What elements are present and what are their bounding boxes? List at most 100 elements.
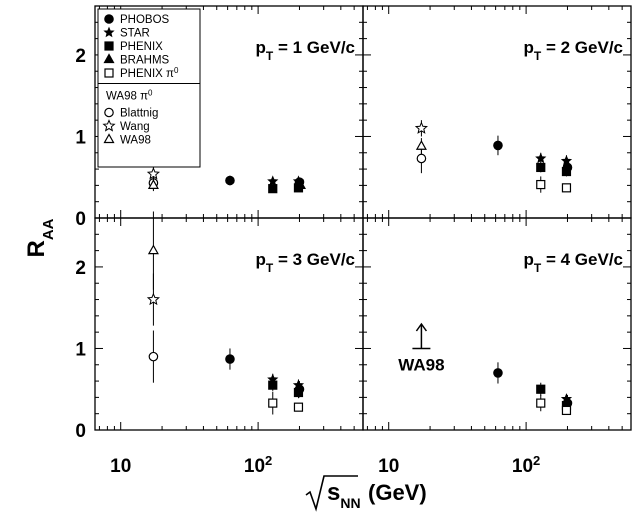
label-rest: = 3 GeV/c [273,250,355,269]
point-phenix_pi0 [268,391,278,415]
marker-brahms [294,179,306,189]
tick-base: 10 [378,456,399,477]
point-phenix_pi0 [561,405,572,416]
point-phenix_pi0 [536,176,546,193]
x-tick-label: 10 [110,456,131,477]
panel-frame [362,217,632,431]
legend-group-title: WA98 π0 [106,88,153,103]
marker-phobos [493,140,503,151]
tick-base: 10 [244,456,265,477]
marker-phenix [536,162,546,173]
xlabel-s-sub: NN [340,495,360,511]
label-rest: = 2 GeV/c [541,38,623,57]
y-tick-label: 0 [75,209,86,230]
legend-text: PHOBOS [120,14,170,26]
y-tick-label: 2 [75,46,86,67]
xlabel-units: (GeV) [368,480,427,505]
y-tick-label: 2 [75,258,86,279]
legend-sup: 0 [174,66,179,75]
legend-label-wa98: WA98 [120,135,151,147]
label-rest: = 1 GeV/c [273,38,355,57]
legend-marker-phenix_pi0 [104,68,114,78]
point-phenix_pi0 [561,183,572,193]
legend-text: WA98 π [106,91,148,103]
legend-marker-phobos [104,14,114,24]
label-main: p [524,250,534,269]
marker-phenix_pi0 [561,405,572,416]
marker-phenix [536,384,546,394]
marker-phobos [225,175,235,186]
marker-phenix_pi0 [293,402,304,412]
legend-label-phenix_pi0: PHENIX π0 [120,66,179,81]
x-tick-label: 102 [244,453,272,478]
point-wang [414,120,428,137]
marker-wa98 [147,179,159,189]
legend-label-star: STAR [120,28,150,40]
marker-star [267,175,279,187]
legend-label-phenix: PHENIX [120,41,163,53]
annotation-label: WA98 [398,355,444,374]
marker-phenix [268,380,278,390]
label-sub: T [266,49,274,63]
label-sub: T [266,261,274,275]
tick-base: 10 [512,456,533,477]
marker-phenix_pi0 [536,179,546,190]
point-phenix [536,162,546,173]
annotation-lower-limit: WA98 [398,322,445,374]
y-tick-label: 1 [75,339,86,360]
marker-phenix [268,184,278,194]
point-phenix [561,166,572,177]
marker-blattnig [148,351,159,362]
label-rest: = 4 GeV/c [541,250,623,269]
limit-arrowhead [415,322,428,332]
point-star [535,152,547,165]
legend-text: STAR [120,28,150,40]
marker-wang [146,167,160,180]
point-phobos [225,348,235,370]
marker-wa98 [415,140,427,150]
x-ticks [366,218,623,430]
marker-wang [414,121,428,134]
xlabel-s: sNN [327,479,361,511]
x-ticks [98,6,355,218]
legend-label-phobos: PHOBOS [120,14,170,26]
marker-phobos [225,354,235,364]
point-phenix [268,184,278,194]
panel-3: pT = 3 GeV/c [94,211,364,431]
panel-2: pT = 2 GeV/c [362,5,632,219]
point-star [267,175,279,187]
marker-wang [146,292,160,306]
label-main: p [524,38,534,57]
point-blattnig [148,330,159,383]
legend-sup: 0 [148,88,153,97]
x-tick-labels: 10 102 10 102 [110,453,540,478]
point-wa98 [415,138,427,155]
panel-4: pT = 4 GeV/c WA98 [362,217,632,431]
legend-marker-brahms [103,53,115,64]
label-main: p [256,250,266,269]
panel-label: pT = 3 GeV/c [256,250,355,275]
tick-exponent: 2 [265,453,272,468]
point-phobos [493,362,503,384]
legend-label-brahms: BRAHMS [120,55,170,67]
x-ticks [98,218,355,430]
point-wa98 [147,211,159,290]
panel-label: pT = 4 GeV/c [524,250,623,275]
y-tick-labels: 0 1 2 0 1 2 [75,46,86,442]
point-phenix_pi0 [293,402,304,412]
label-sub: T [534,261,542,275]
x-tick-label: 102 [512,453,540,478]
data-points [146,211,305,415]
panel-label: pT = 1 GeV/c [256,38,355,63]
legend-label-blattnig: Blattnig [120,108,158,120]
data-points [146,167,306,194]
y-tick-label: 1 [75,127,86,148]
xlabel-s-main: s [327,479,340,506]
marker-phenix_pi0 [268,398,278,408]
y-ticks [95,217,363,431]
legend-marker-star [103,26,115,38]
x-tick-label: 10 [378,456,399,477]
x-axis-title: sNN (GeV)√s_NN (GeV) [305,475,427,512]
legend-text: PHENIX [120,41,163,53]
